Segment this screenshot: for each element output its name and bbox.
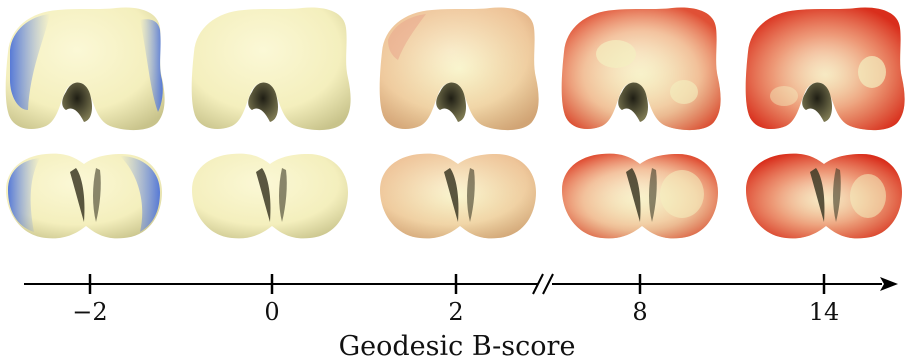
bone-column-0: [191, 7, 351, 239]
axis-break-marker: [532, 273, 554, 295]
bone-column-2: [379, 7, 539, 239]
axis-arrowhead: [880, 277, 898, 291]
femur-distal-view: [6, 153, 162, 239]
femur-anterior-view: [379, 7, 539, 131]
femur-anterior-view: [745, 7, 905, 131]
femur-distal-view: [746, 153, 902, 239]
femur-anterior-view: [5, 7, 165, 131]
tick-label-2: 2: [448, 298, 463, 326]
bone-column-8: [561, 7, 721, 239]
femur-distal-view: [192, 153, 348, 239]
score-axis: −2 0 2 8 14 Geodesic B-score: [24, 273, 898, 362]
tick-label-minus-2: −2: [72, 298, 107, 326]
bone-column-14: [745, 7, 905, 239]
axis-title: Geodesic B-score: [339, 331, 576, 362]
femur-distal-view: [380, 153, 536, 239]
tick-label-14: 14: [809, 298, 840, 326]
femur-distal-view: [562, 153, 718, 239]
femur-anterior-view: [561, 7, 721, 131]
tick-label-8: 8: [632, 298, 647, 326]
tick-label-0: 0: [264, 298, 279, 326]
bone-column-minus-2: [5, 7, 165, 239]
femur-anterior-view: [191, 7, 351, 131]
